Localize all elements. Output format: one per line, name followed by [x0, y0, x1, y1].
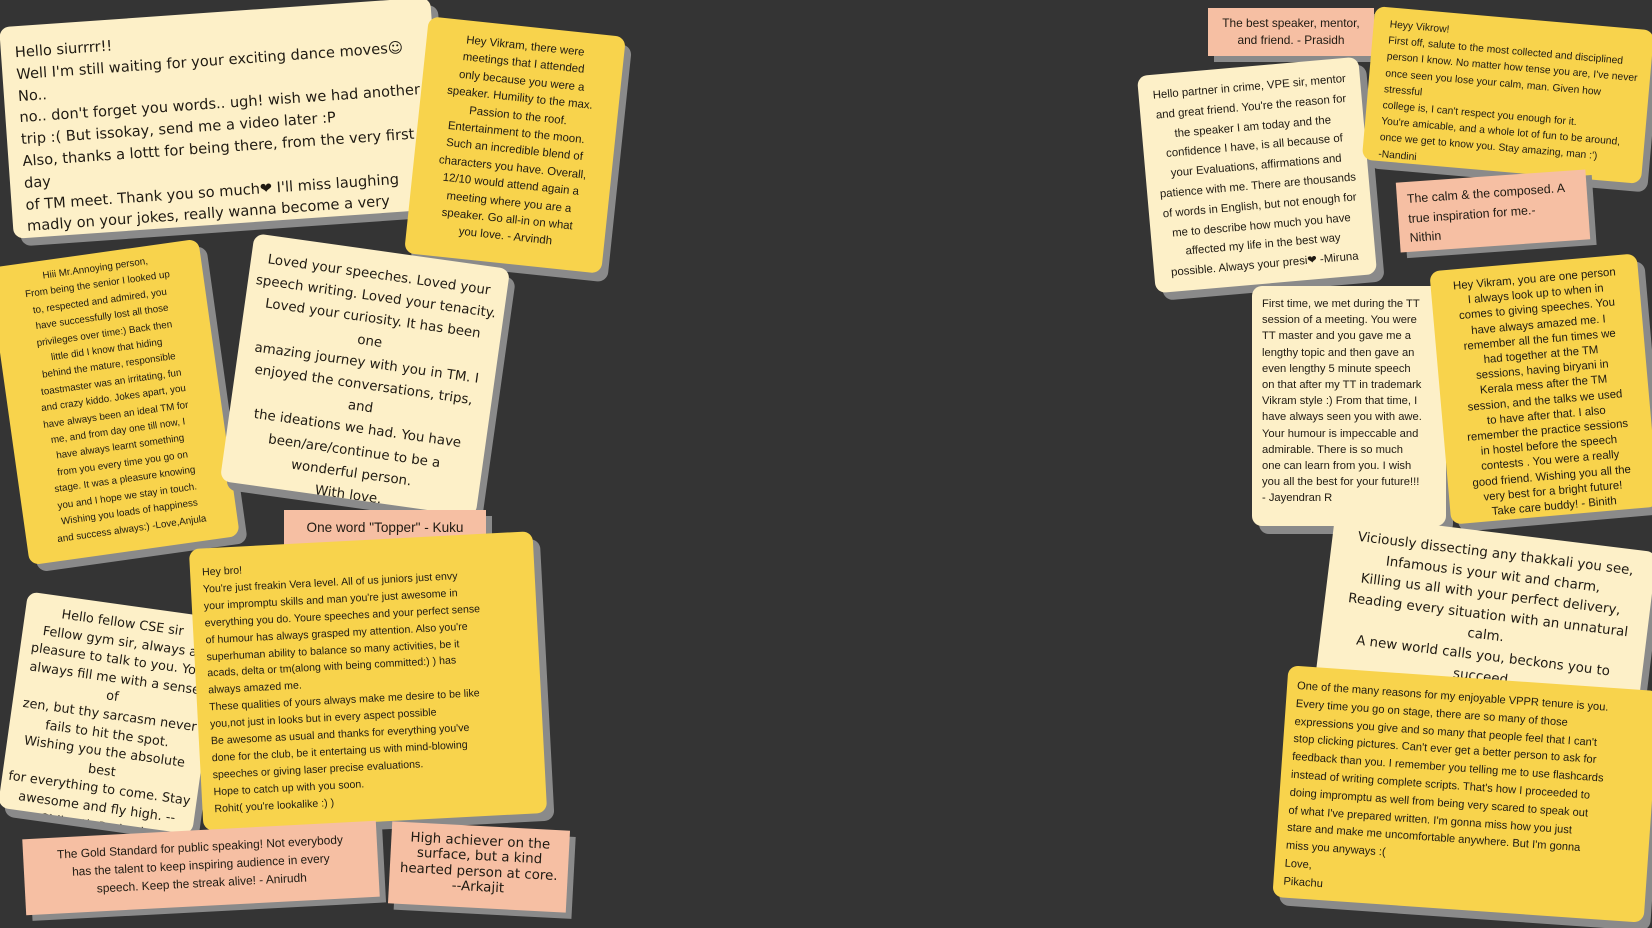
note-anirudh: The Gold Standard for public speaking! N… — [22, 820, 380, 916]
note-anjula: Hiii Mr.Annoying person, From being the … — [0, 238, 240, 566]
note-pikachu: One of the many reasons for my enjoyable… — [1272, 665, 1652, 923]
note-rohit: Hey bro! You're just freakin Vera level.… — [188, 531, 548, 831]
note-aditi: Hello siurrrr!! Well I'm still waiting f… — [0, 0, 445, 239]
note-jayendran: First time, we met during the TT session… — [1252, 286, 1446, 526]
note-sidharth: Hello fellow CSE sir Fellow gym sir, alw… — [0, 591, 223, 835]
note-nithin: The calm & the composed. A true inspirat… — [1395, 169, 1591, 253]
note-harshahn: Loved your speeches. Loved your speech w… — [219, 233, 511, 517]
note-prasidh: The best speaker, mentor, and friend. - … — [1208, 8, 1374, 56]
note-miruna: Hello partner in crime, VPE sir, mentor … — [1136, 56, 1378, 294]
note-arkajit: High achiever on the surface, but a kind… — [387, 821, 571, 913]
note-nandini: Heyy Vikrow! First off, salute to the mo… — [1361, 6, 1652, 184]
note-arvindh: Hey Vikram, there were meetings that I a… — [404, 16, 626, 274]
note-binith: Hey Vikram, you are one person I always … — [1429, 253, 1652, 525]
